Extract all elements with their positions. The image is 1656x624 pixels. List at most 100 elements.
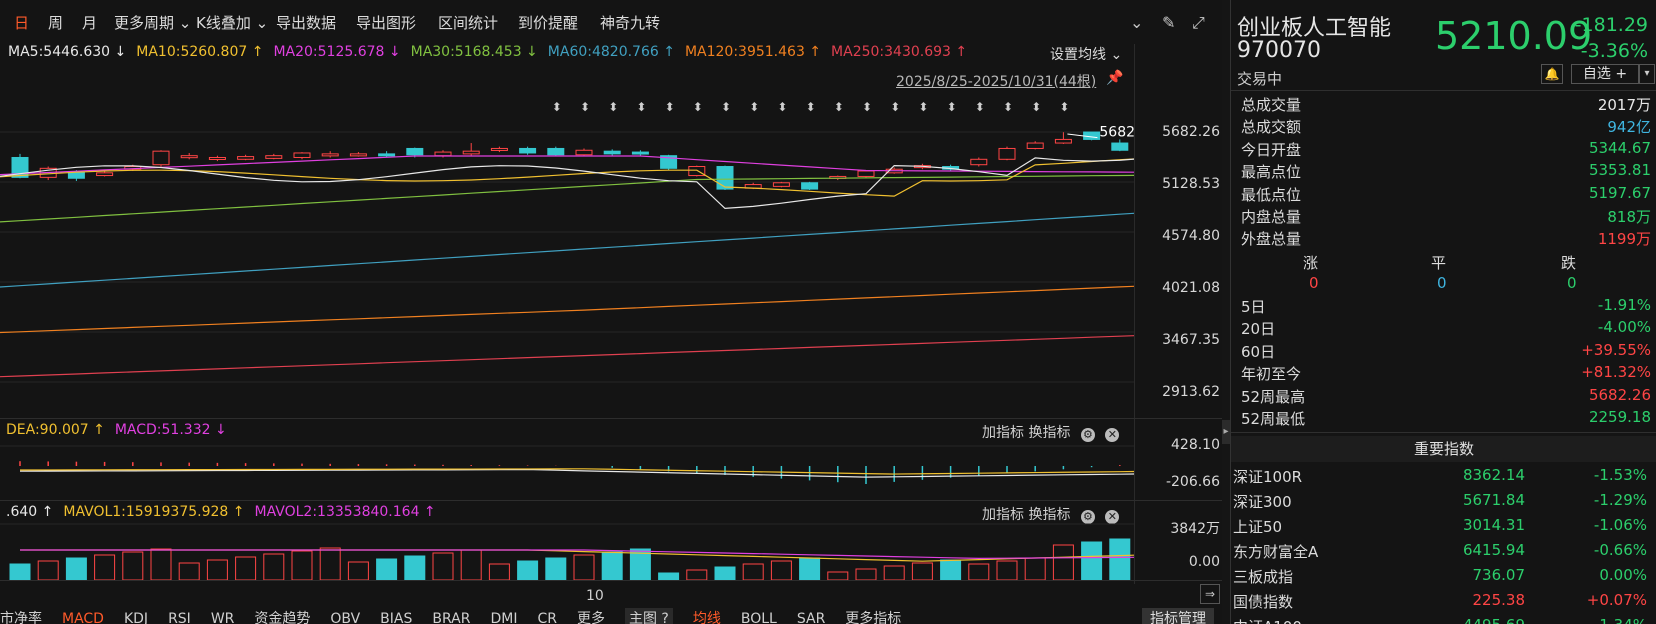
toolbar-item[interactable]: 周 (48, 14, 64, 32)
indicator-tab[interactable]: SAR (796, 611, 826, 624)
indicator-tab[interactable]: WR (210, 611, 235, 624)
index-row[interactable]: 中证A100 4495.69 -1.34% (1233, 616, 1653, 624)
index-row[interactable]: 深证100R 8362.14 -1.53% (1233, 466, 1653, 490)
indicator-tab[interactable]: KDJ (123, 611, 149, 624)
ma60-line (0, 212, 1134, 288)
divider (1231, 90, 1656, 91)
candle-body (208, 156, 226, 160)
indicator-tab[interactable]: 主图 ? (624, 608, 673, 624)
indicator-tab[interactable]: 更多指标 (845, 611, 902, 624)
bell-icon[interactable]: 🔔 (1541, 64, 1563, 84)
candle-body (349, 153, 367, 157)
stat-value: 1199万 (1597, 230, 1651, 249)
ma-setting-dropdown[interactable]: 设置均线 ⌄ (1050, 47, 1123, 63)
candle-body (265, 155, 283, 159)
return-row: 年初至今 +81.32% (1241, 363, 1651, 385)
toolbar-item[interactable]: 导出图形 (356, 14, 417, 32)
add-watchlist-button[interactable]: 自选 + (1571, 64, 1639, 84)
legend-item: MA250:3430.693 ↑ (831, 44, 968, 60)
candle-body (603, 150, 621, 155)
candle-body (152, 150, 170, 166)
toolbar-item[interactable]: 到价提醒 (518, 14, 579, 32)
volume-chart[interactable] (0, 522, 1134, 580)
switch-indicator-button[interactable]: 换指标 (1028, 507, 1071, 523)
index-name: 东方财富全A (1233, 543, 1319, 561)
candle-body (1111, 142, 1129, 151)
index-row[interactable]: 三板成指 736.07 0.00% (1233, 566, 1653, 590)
panel-collapse-handle[interactable]: ▸ (1222, 420, 1230, 444)
indicator-tab[interactable]: MACD (62, 611, 104, 624)
candle-body (462, 150, 480, 155)
signal-marker: ⬍ (947, 100, 957, 114)
advance-value: 0 (1437, 274, 1447, 292)
volume-bar (122, 551, 144, 580)
indicator-tab[interactable]: 更多 (576, 611, 605, 624)
indicator-tab[interactable]: DMI (490, 611, 518, 624)
price-chart[interactable]: 5682.26 ⬍ ⬍ ⬍ ⬍ ⬍ ⬍ ⬍ ⬍ ⬍ ⬍ ⬍ ⬍ ⬍ ⬍ ⬍ ⬍ ⬍ ⬍ ⬍ (0, 66, 1134, 416)
switch-indicator-button[interactable]: 换指标 (1028, 425, 1071, 441)
macd-chart[interactable] (0, 440, 1134, 500)
index-row[interactable]: 国债指数 225.38 +0.07% (1233, 591, 1653, 615)
gear-icon[interactable]: ⚙ (1080, 428, 1095, 442)
stat-label: 总成交量 (1241, 96, 1302, 114)
add-indicator-button[interactable]: 加指标 (982, 507, 1024, 523)
toolbar-item[interactable]: K线叠加 ⌄ (196, 14, 269, 32)
panel-divider (0, 418, 1222, 419)
indicator-tab[interactable]: 市净率 (0, 611, 42, 624)
indicator-tab[interactable]: 资金趋势 (254, 611, 311, 624)
toolbar-item[interactable]: 月 (82, 14, 98, 32)
candle-body (434, 151, 452, 157)
kline-chart-area[interactable]: 日周月更多周期 ⌄ K线叠加 ⌄ 导出数据 导出图形 区间统计 到价提醒 神奇九转 ⌄ ✎ … (0, 0, 1222, 624)
fullscreen-icon[interactable]: ⤢ (1192, 13, 1205, 32)
stock-name: 创业板人工智能 (1237, 16, 1392, 41)
index-price: 225.38 (1472, 591, 1526, 609)
indicator-tab[interactable]: OBV (330, 611, 361, 624)
toolbar-item[interactable]: 更多周期 ⌄ (114, 14, 192, 32)
toolbar-item[interactable]: 导出数据 (276, 14, 337, 32)
return-row: 20日 -4.00% (1241, 318, 1651, 340)
index-change: 0.00% (1599, 566, 1647, 584)
indicator-tab[interactable]: CR (537, 611, 557, 624)
close-icon[interactable]: ✕ (1105, 510, 1120, 524)
panel-divider (0, 500, 1222, 501)
candle-body (857, 170, 875, 177)
volume-bar (319, 547, 341, 580)
index-row[interactable]: 深证300 5671.84 -1.29% (1233, 491, 1653, 515)
pin-icon[interactable]: 📌 (1106, 70, 1124, 86)
volume-bar (1052, 544, 1074, 580)
close-icon[interactable]: ✕ (1105, 428, 1120, 442)
volume-bar (601, 551, 623, 580)
scroll-right-button[interactable]: ⇒ (1200, 584, 1220, 604)
volume-bar (799, 557, 821, 580)
indicator-tab[interactable]: RSI (168, 611, 191, 624)
index-name: 国债指数 (1233, 593, 1294, 611)
gear-icon[interactable]: ⚙ (1080, 510, 1095, 524)
index-price: 8362.14 (1462, 466, 1525, 484)
signal-marker: ⬍ (918, 100, 928, 114)
indicator-tab[interactable]: BRAR (432, 611, 471, 624)
brush-icon[interactable]: ✎ (1162, 13, 1176, 32)
indicator-tab[interactable]: BOLL (740, 611, 777, 624)
indicator-tab[interactable]: BIAS (380, 611, 413, 624)
return-value: -1.91% (1597, 296, 1651, 314)
candle-body (180, 155, 198, 159)
index-row[interactable]: 东方财富全A 6415.94 -0.66% (1233, 541, 1653, 565)
advance-value: 0 (1567, 274, 1577, 292)
chevron-down-icon[interactable]: ▾ (1639, 64, 1655, 84)
toolbar-item[interactable]: 区间统计 (438, 14, 499, 32)
add-indicator-button[interactable]: 加指标 (982, 425, 1024, 441)
return-value: +39.55% (1581, 340, 1651, 359)
indicator-tab[interactable]: 均线 (692, 611, 721, 624)
ma250-line (0, 335, 1134, 378)
candle-body (772, 182, 790, 187)
indicator-manage-button[interactable]: 指标管理 (1142, 608, 1214, 624)
signal-marker: ⬍ (862, 100, 872, 114)
toolbar-item[interactable]: 神奇九转 (600, 14, 661, 32)
high-annotation-arrow (1067, 133, 1098, 139)
index-row[interactable]: 上证50 3014.31 -1.06% (1233, 516, 1653, 540)
chevron-circle-icon[interactable]: ⌄ (1130, 13, 1144, 32)
price-tick-label: 2913.62 (1162, 384, 1220, 400)
date-range-label[interactable]: 2025/8/25-2025/10/31(44根) (896, 74, 1097, 90)
volume-axis-bottom: 0.00 (1188, 554, 1220, 570)
toolbar-item[interactable]: 日 (14, 14, 30, 32)
